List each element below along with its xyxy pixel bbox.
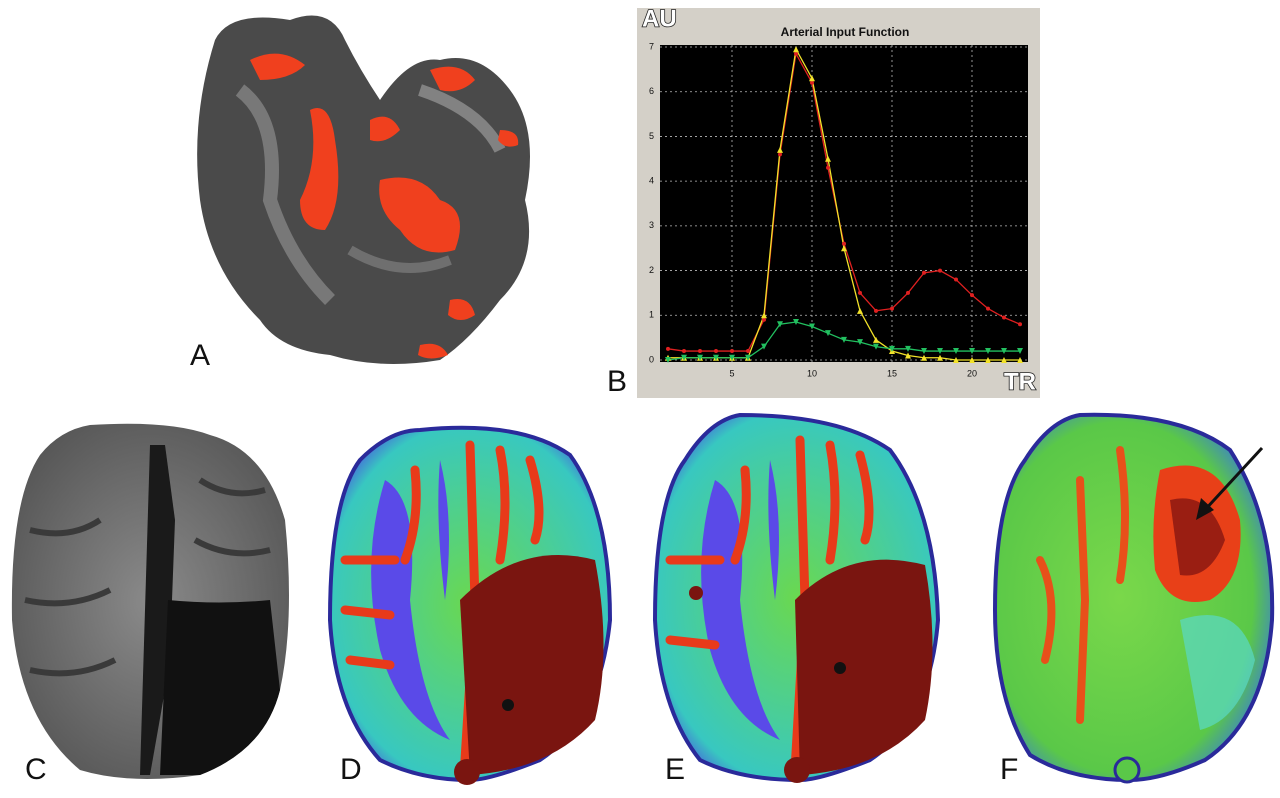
data-point xyxy=(937,354,943,361)
data-point xyxy=(858,290,862,295)
data-point xyxy=(794,51,798,56)
data-point xyxy=(985,348,991,355)
data-point xyxy=(810,80,814,85)
data-point xyxy=(809,75,815,82)
data-point xyxy=(953,348,959,355)
x-axis-label: TR xyxy=(1004,368,1036,395)
data-point xyxy=(762,317,766,322)
data-point xyxy=(841,245,847,252)
data-point xyxy=(841,336,847,343)
data-point xyxy=(1017,357,1023,363)
y-tick-label: 5 xyxy=(649,131,654,141)
panel-e-image xyxy=(652,412,941,783)
panel-label: B xyxy=(607,365,627,398)
data-point xyxy=(714,349,718,354)
data-point xyxy=(922,270,926,275)
data-point xyxy=(746,349,750,354)
data-point xyxy=(921,354,927,361)
panel-label: D xyxy=(340,753,362,786)
panel-label: A xyxy=(190,339,210,372)
data-point xyxy=(729,354,735,361)
data-point xyxy=(826,165,830,170)
data-point xyxy=(809,323,815,330)
chart-title: Arterial Input Function xyxy=(781,25,910,39)
data-point xyxy=(1001,357,1007,363)
data-point xyxy=(1002,315,1006,320)
data-point xyxy=(873,336,879,343)
data-point xyxy=(970,293,974,298)
data-point xyxy=(778,152,782,157)
y-tick-label: 2 xyxy=(649,265,654,275)
data-point xyxy=(986,306,990,311)
panel-f-image xyxy=(992,412,1275,784)
data-point xyxy=(873,343,879,350)
panel-d-image xyxy=(327,425,613,785)
data-point xyxy=(890,306,894,311)
data-point xyxy=(825,330,831,337)
panel-label: F xyxy=(1000,753,1018,786)
data-point xyxy=(905,352,911,359)
y-tick-label: 6 xyxy=(649,86,654,96)
data-point xyxy=(937,348,943,355)
data-point xyxy=(842,241,846,246)
data-point xyxy=(969,348,975,355)
data-point xyxy=(761,343,767,350)
data-point xyxy=(793,318,799,325)
data-point xyxy=(1018,322,1022,327)
data-point xyxy=(969,357,975,363)
data-point xyxy=(777,146,783,153)
y-tick-label: 0 xyxy=(649,354,654,364)
x-tick-label: 15 xyxy=(887,368,897,378)
data-point xyxy=(906,290,910,295)
data-point xyxy=(745,354,751,361)
x-tick-label: 5 xyxy=(729,368,734,378)
data-point xyxy=(682,349,686,354)
plot-area xyxy=(660,45,1028,362)
y-tick-label: 1 xyxy=(649,310,654,320)
panel-c-image xyxy=(11,423,289,779)
y-tick-label: 3 xyxy=(649,220,654,230)
data-point xyxy=(681,354,687,361)
data-point xyxy=(793,46,799,53)
data-point xyxy=(874,308,878,313)
y-tick-label: 7 xyxy=(649,41,654,51)
panel-label: C xyxy=(25,753,47,786)
data-point xyxy=(921,348,927,355)
data-point xyxy=(953,357,959,363)
data-point xyxy=(954,277,958,282)
data-point xyxy=(730,349,734,354)
data-point xyxy=(1017,348,1023,355)
data-point xyxy=(825,155,831,162)
data-point xyxy=(905,345,911,352)
y-axis-label: AU xyxy=(642,5,677,32)
data-point xyxy=(665,357,671,363)
data-point xyxy=(761,312,767,319)
panel-a-image xyxy=(197,15,530,364)
data-point xyxy=(698,349,702,354)
data-point xyxy=(985,357,991,363)
y-tick-label: 4 xyxy=(649,176,654,186)
data-point xyxy=(857,307,863,314)
x-tick-label: 10 xyxy=(807,368,817,378)
data-point xyxy=(857,339,863,346)
data-point xyxy=(1001,348,1007,355)
data-point xyxy=(713,354,719,361)
data-point xyxy=(777,321,783,328)
panel-label: E xyxy=(665,753,685,786)
data-point xyxy=(666,346,670,351)
data-point xyxy=(697,354,703,361)
data-point xyxy=(938,268,942,273)
data-point xyxy=(889,345,895,352)
x-tick-label: 20 xyxy=(967,368,977,378)
